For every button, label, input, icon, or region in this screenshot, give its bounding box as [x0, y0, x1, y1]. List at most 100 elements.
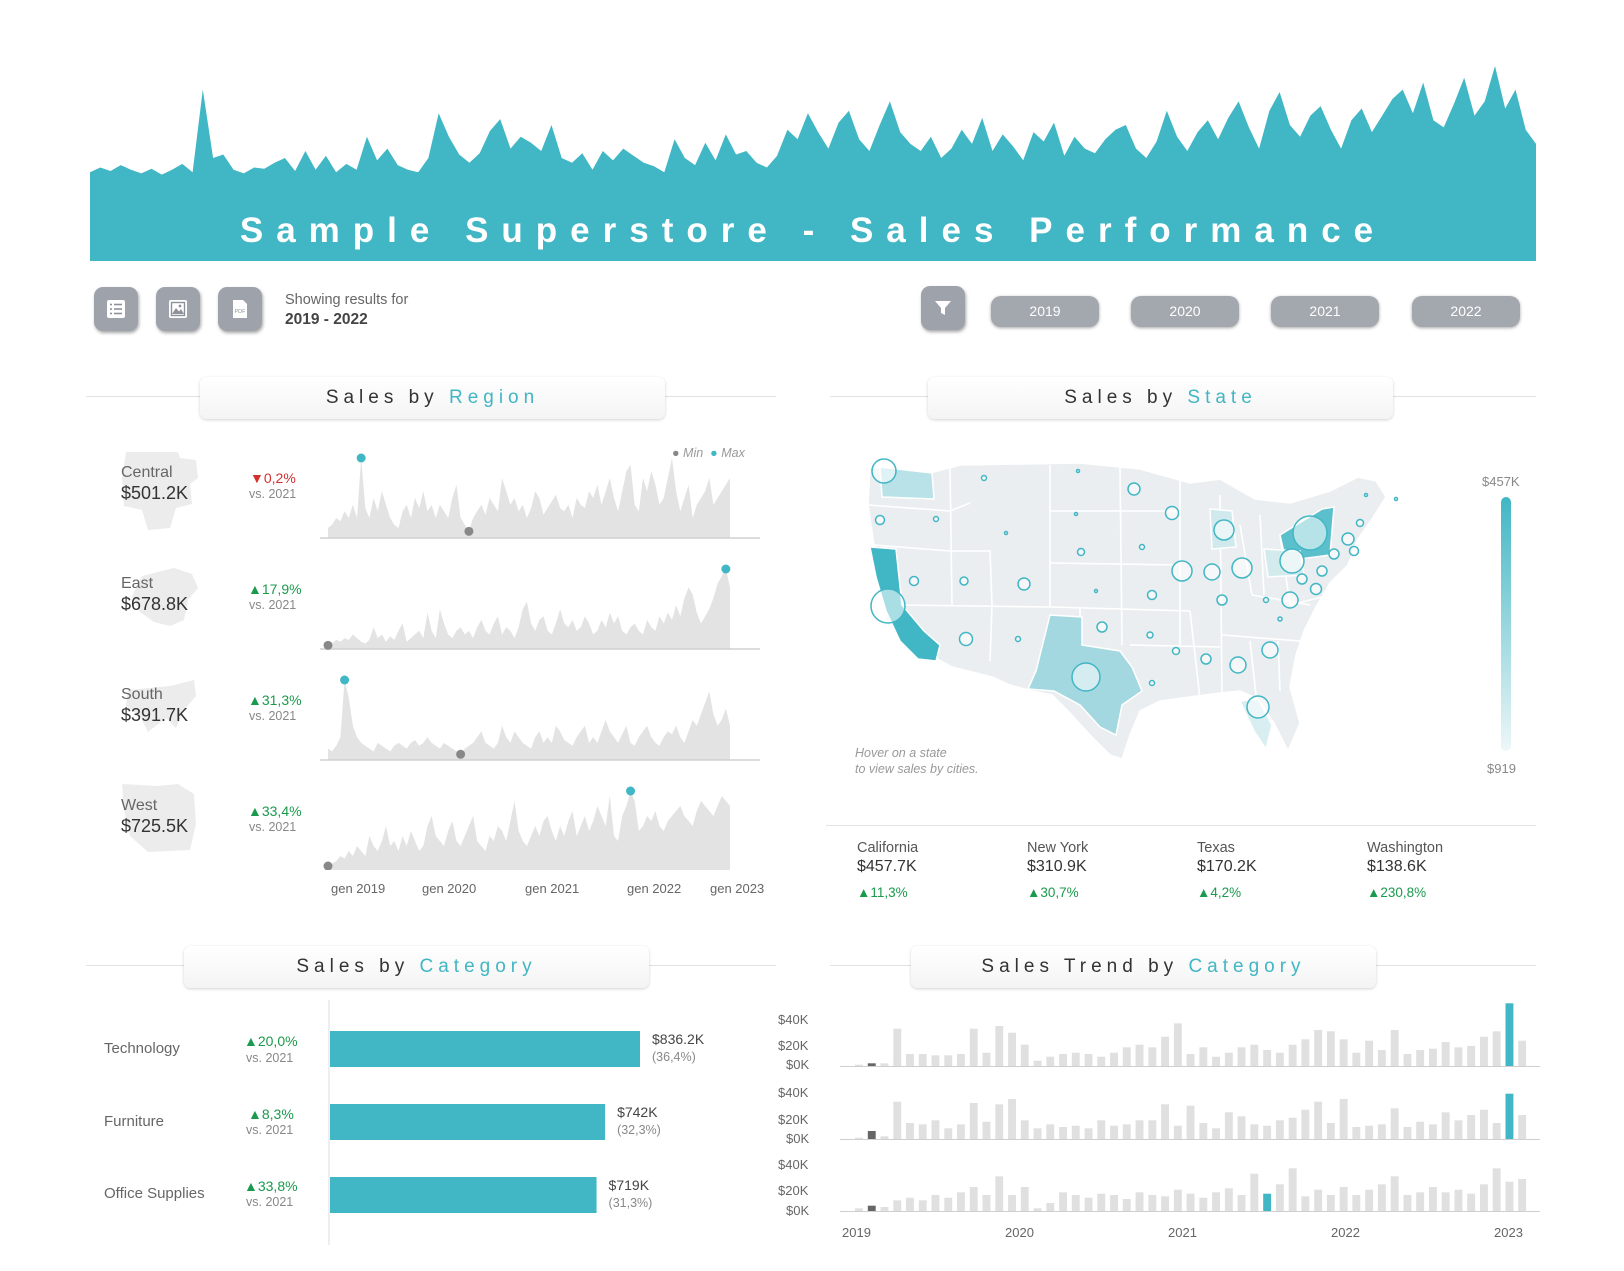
east-region-shape [132, 568, 198, 626]
trend-bar [1250, 1044, 1259, 1066]
trend-bar [1403, 1127, 1412, 1139]
section-header-trend: Sales Trend by Category [911, 946, 1376, 988]
trend-bar [982, 1052, 991, 1066]
trend-bar [880, 1063, 889, 1066]
trend-bar [969, 1028, 978, 1066]
trend-bar [1186, 1054, 1195, 1066]
trend-bar [1518, 1115, 1527, 1139]
min-dot-icon: ● [672, 446, 680, 460]
trend-bar [1173, 1125, 1182, 1139]
trend-bar [1467, 1193, 1476, 1211]
up-arrow-icon: ▲ [248, 1106, 262, 1122]
trend-bar [957, 1124, 965, 1139]
category-share: (36,4%) [652, 1050, 696, 1064]
vs-label: vs. 2021 [246, 1123, 294, 1137]
section-header-state: Sales by State [928, 377, 1393, 419]
vs-label: vs. 2021 [249, 820, 297, 834]
trend-bar [1199, 1197, 1208, 1211]
up-arrow-icon: ▲ [248, 692, 262, 708]
vs-label: vs. 2021 [249, 709, 297, 723]
trend-y-label: $20K [778, 1038, 809, 1053]
section-header-accent: Region [448, 387, 540, 408]
category-change-value: 20,0% [257, 1033, 298, 1049]
state-change: ▲4,2% [1197, 885, 1241, 900]
trend-bar [867, 1063, 876, 1066]
export-image-button[interactable] [156, 287, 200, 331]
trend-x-label: 2022 [1331, 1225, 1360, 1240]
year-filter-2019[interactable]: 2019 [991, 296, 1099, 327]
trend-bar [1454, 1047, 1463, 1066]
state-change-value: 30,7% [1040, 885, 1079, 900]
filter-button[interactable] [921, 286, 965, 330]
year-filter-2020[interactable]: 2020 [1131, 296, 1239, 327]
map-hover-note: Hover on a state to view sales by cities… [855, 745, 979, 777]
trend-bar [1020, 1187, 1029, 1211]
state-name: Texas [1197, 840, 1235, 856]
trend-bar [1352, 1195, 1361, 1211]
trend-bar [931, 1120, 940, 1139]
trend-bar [1237, 1047, 1246, 1066]
color-scale-min: $919 [1487, 761, 1516, 776]
banner-area-chart [90, 66, 1536, 261]
year-filter-2022[interactable]: 2022 [1412, 296, 1520, 327]
category-bar [330, 1104, 606, 1140]
region-name: South [121, 686, 163, 703]
trend-bar [1352, 1127, 1361, 1139]
trend-bar [906, 1054, 914, 1066]
region-sparkline-area [328, 569, 730, 649]
divider [826, 825, 1536, 826]
trend-bar [1518, 1040, 1527, 1066]
trend-bar [995, 1026, 1004, 1066]
vs-label: vs. 2021 [249, 487, 297, 501]
trend-bar [969, 1187, 978, 1211]
trend-bar [1161, 1104, 1169, 1139]
state-change: ▲30,7% [1027, 885, 1079, 900]
year-filter-2021[interactable]: 2021 [1271, 296, 1379, 327]
trend-bar [1148, 1047, 1157, 1066]
trend-bar [906, 1123, 914, 1139]
trend-bar [1224, 1188, 1233, 1211]
region-change-value: 0,2% [263, 470, 296, 486]
region-change: ▲31,3% [248, 692, 302, 708]
trend-bar [1084, 1128, 1093, 1139]
region-x-label: gen 2023 [710, 881, 765, 896]
trend-bar [1173, 1189, 1182, 1211]
trend-bar [1454, 1120, 1463, 1139]
trend-bar [1186, 1105, 1195, 1139]
category-name: Office Supplies [104, 1185, 205, 1202]
trend-bar [1314, 1189, 1323, 1211]
trend-bar [1097, 1193, 1106, 1211]
region-x-label: gen 2021 [525, 881, 580, 896]
state-name: California [857, 840, 919, 856]
trend-bar [1492, 1168, 1501, 1211]
trend-bar [1416, 1192, 1425, 1211]
trend-y-label: $0K [786, 1057, 810, 1072]
trend-bar [944, 1128, 953, 1139]
list-view-button[interactable] [94, 287, 138, 331]
trend-bar [1122, 1199, 1131, 1211]
up-arrow-icon: ▲ [248, 581, 262, 597]
trend-bar [1326, 1123, 1335, 1139]
trend-bar [1365, 1125, 1374, 1139]
vs-label: vs. 2021 [249, 598, 297, 612]
trend-bar [1059, 1127, 1067, 1139]
trend-bar [1518, 1179, 1527, 1211]
region-x-label: gen 2019 [331, 881, 386, 896]
category-bar [330, 1177, 597, 1213]
export-pdf-button[interactable]: PDF [218, 287, 262, 331]
up-arrow-icon: ▲ [1027, 885, 1041, 900]
trend-bar [1288, 1044, 1297, 1066]
us-state-map[interactable] [860, 455, 1460, 775]
region-min-dot [464, 526, 474, 536]
category-share: (31,3%) [608, 1196, 653, 1210]
trend-bar [1301, 1039, 1310, 1066]
trend-bar [1135, 1120, 1144, 1139]
trend-bar [1046, 1124, 1055, 1139]
region-name: West [121, 797, 158, 814]
state-value: $310.9K [1027, 858, 1087, 875]
trend-bar [1275, 1184, 1284, 1211]
trend-bar [1301, 1196, 1310, 1211]
trend-bar [893, 1101, 902, 1139]
trend-bar [944, 1055, 953, 1066]
trend-bar [1084, 1054, 1093, 1066]
